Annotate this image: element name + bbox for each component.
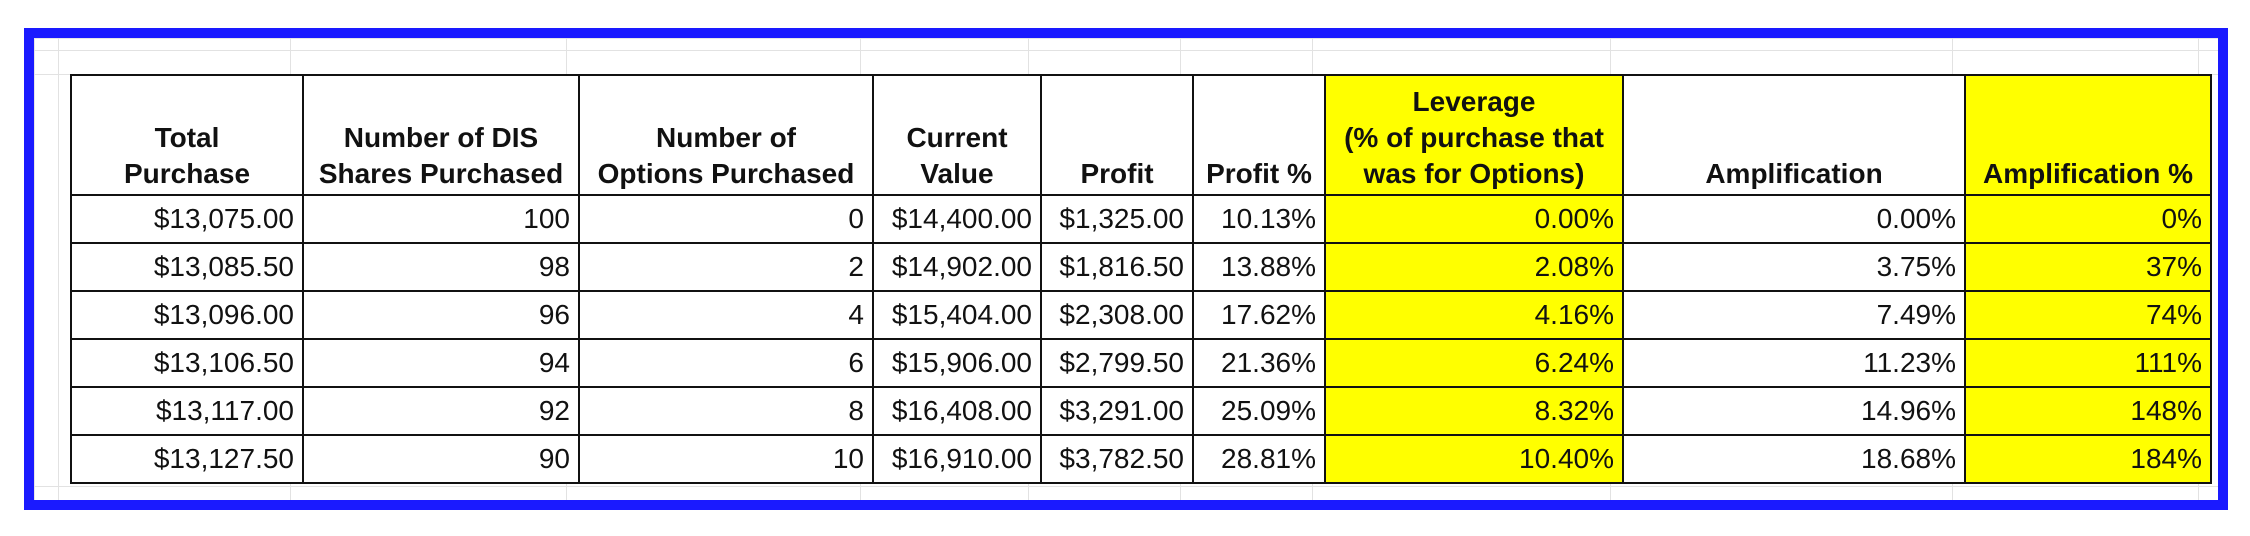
header-options-purchased[interactable]: Number of Options Purchased bbox=[578, 74, 874, 196]
cell-current-value[interactable]: $14,902.00 bbox=[872, 242, 1042, 292]
cell-amplification[interactable]: 7.49% bbox=[1622, 290, 1966, 340]
header-current-value[interactable]: Current Value bbox=[872, 74, 1042, 196]
cell-amplification-percent[interactable]: 37% bbox=[1964, 242, 2212, 292]
cell-options-purchased[interactable]: 0 bbox=[578, 194, 874, 244]
cell-total-purchase[interactable]: $13,106.50 bbox=[70, 338, 304, 388]
cell-dis-shares[interactable]: 94 bbox=[302, 338, 580, 388]
cell-current-value[interactable]: $15,906.00 bbox=[872, 338, 1042, 388]
cell-leverage[interactable]: 4.16% bbox=[1324, 290, 1624, 340]
cell-amplification-percent[interactable]: 0% bbox=[1964, 194, 2212, 244]
cell-dis-shares[interactable]: 90 bbox=[302, 434, 580, 484]
cell-profit-percent[interactable]: 10.13% bbox=[1192, 194, 1326, 244]
header-amplification-percent[interactable]: Amplification % bbox=[1964, 74, 2212, 196]
cell-profit[interactable]: $1,325.00 bbox=[1040, 194, 1194, 244]
header-total-purchase[interactable]: Total Purchase bbox=[70, 74, 304, 196]
cell-amplification[interactable]: 18.68% bbox=[1622, 434, 1966, 484]
cell-current-value[interactable]: $15,404.00 bbox=[872, 290, 1042, 340]
cell-total-purchase[interactable]: $13,085.50 bbox=[70, 242, 304, 292]
cell-dis-shares[interactable]: 92 bbox=[302, 386, 580, 436]
header-amplification[interactable]: Amplification bbox=[1622, 74, 1966, 196]
table-row: $13,117.00 92 8 $16,408.00 $3,291.00 25.… bbox=[70, 386, 2212, 436]
header-row: Total Purchase Number of DIS Shares Purc… bbox=[70, 74, 2212, 196]
cell-amplification-percent[interactable]: 111% bbox=[1964, 338, 2212, 388]
cell-current-value[interactable]: $16,910.00 bbox=[872, 434, 1042, 484]
cell-total-purchase[interactable]: $13,117.00 bbox=[70, 386, 304, 436]
cell-profit-percent[interactable]: 28.81% bbox=[1192, 434, 1326, 484]
table-row: $13,106.50 94 6 $15,906.00 $2,799.50 21.… bbox=[70, 338, 2212, 388]
cell-profit-percent[interactable]: 25.09% bbox=[1192, 386, 1326, 436]
header-leverage[interactable]: Leverage (% of purchase that was for Opt… bbox=[1324, 74, 1624, 196]
cell-dis-shares[interactable]: 98 bbox=[302, 242, 580, 292]
header-profit-percent[interactable]: Profit % bbox=[1192, 74, 1326, 196]
cell-dis-shares[interactable]: 96 bbox=[302, 290, 580, 340]
cell-total-purchase[interactable]: $13,075.00 bbox=[70, 194, 304, 244]
cell-profit-percent[interactable]: 13.88% bbox=[1192, 242, 1326, 292]
cell-options-purchased[interactable]: 4 bbox=[578, 290, 874, 340]
cell-profit-percent[interactable]: 21.36% bbox=[1192, 338, 1326, 388]
cell-profit-percent[interactable]: 17.62% bbox=[1192, 290, 1326, 340]
cell-total-purchase[interactable]: $13,127.50 bbox=[70, 434, 304, 484]
header-dis-shares[interactable]: Number of DIS Shares Purchased bbox=[302, 74, 580, 196]
header-profit[interactable]: Profit bbox=[1040, 74, 1194, 196]
cell-dis-shares[interactable]: 100 bbox=[302, 194, 580, 244]
cell-profit[interactable]: $1,816.50 bbox=[1040, 242, 1194, 292]
cell-options-purchased[interactable]: 10 bbox=[578, 434, 874, 484]
cell-leverage[interactable]: 2.08% bbox=[1324, 242, 1624, 292]
cell-amplification[interactable]: 14.96% bbox=[1622, 386, 1966, 436]
cell-amplification-percent[interactable]: 74% bbox=[1964, 290, 2212, 340]
cell-amplification[interactable]: 11.23% bbox=[1622, 338, 1966, 388]
cell-leverage[interactable]: 10.40% bbox=[1324, 434, 1624, 484]
cell-current-value[interactable]: $16,408.00 bbox=[872, 386, 1042, 436]
cell-amplification-percent[interactable]: 148% bbox=[1964, 386, 2212, 436]
cell-amplification-percent[interactable]: 184% bbox=[1964, 434, 2212, 484]
cell-profit[interactable]: $2,308.00 bbox=[1040, 290, 1194, 340]
table-row: $13,085.50 98 2 $14,902.00 $1,816.50 13.… bbox=[70, 242, 2212, 292]
cell-options-purchased[interactable]: 6 bbox=[578, 338, 874, 388]
cell-leverage[interactable]: 6.24% bbox=[1324, 338, 1624, 388]
cell-profit[interactable]: $2,799.50 bbox=[1040, 338, 1194, 388]
options-leverage-table: Total Purchase Number of DIS Shares Purc… bbox=[70, 74, 2212, 484]
cell-profit[interactable]: $3,291.00 bbox=[1040, 386, 1194, 436]
cell-profit[interactable]: $3,782.50 bbox=[1040, 434, 1194, 484]
table-row: $13,075.00 100 0 $14,400.00 $1,325.00 10… bbox=[70, 194, 2212, 244]
cell-total-purchase[interactable]: $13,096.00 bbox=[70, 290, 304, 340]
cell-amplification[interactable]: 0.00% bbox=[1622, 194, 1966, 244]
cell-options-purchased[interactable]: 2 bbox=[578, 242, 874, 292]
cell-amplification[interactable]: 3.75% bbox=[1622, 242, 1966, 292]
cell-leverage[interactable]: 8.32% bbox=[1324, 386, 1624, 436]
table-row: $13,096.00 96 4 $15,404.00 $2,308.00 17.… bbox=[70, 290, 2212, 340]
table-row: $13,127.50 90 10 $16,910.00 $3,782.50 28… bbox=[70, 434, 2212, 484]
cell-leverage[interactable]: 0.00% bbox=[1324, 194, 1624, 244]
screenshot-frame: Total Purchase Number of DIS Shares Purc… bbox=[24, 28, 2228, 510]
cell-options-purchased[interactable]: 8 bbox=[578, 386, 874, 436]
cell-current-value[interactable]: $14,400.00 bbox=[872, 194, 1042, 244]
